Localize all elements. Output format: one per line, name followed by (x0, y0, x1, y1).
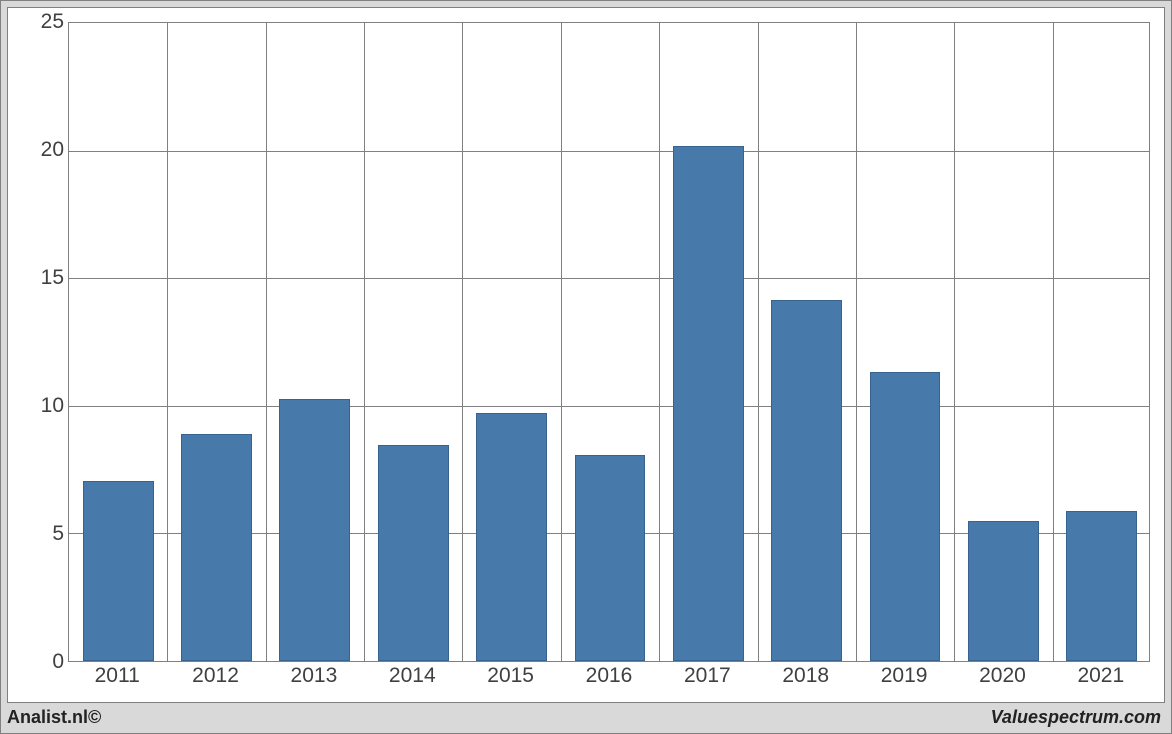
bar (1066, 511, 1137, 661)
gridline-v (266, 23, 267, 661)
gridline-v (364, 23, 365, 661)
x-axis-label: 2021 (1077, 664, 1124, 688)
gridline-v (561, 23, 562, 661)
x-axis-label: 2019 (881, 664, 928, 688)
gridline-h (69, 406, 1149, 407)
y-axis-label: 0 (16, 650, 64, 674)
bar (279, 399, 350, 661)
bar (673, 146, 744, 661)
chart-container: 0 5 10 15 20 25 2011 2012 2013 2014 2015 2016 2017 20… (0, 0, 1172, 734)
x-axis-label: 2013 (291, 664, 338, 688)
x-axis-label: 2011 (95, 664, 140, 688)
gridline-v (167, 23, 168, 661)
bar (476, 413, 547, 661)
gridline-h (69, 151, 1149, 152)
chart-frame: 0 5 10 15 20 25 2011 2012 2013 2014 2015 2016 2017 20… (7, 7, 1165, 703)
x-axis-label: 2015 (487, 664, 534, 688)
gridline-v (659, 23, 660, 661)
y-axis-label: 15 (16, 266, 64, 290)
bar (870, 372, 941, 661)
bar (771, 300, 842, 661)
bar (83, 481, 154, 661)
gridline-v (954, 23, 955, 661)
x-axis-label: 2018 (782, 664, 829, 688)
gridline-v (1053, 23, 1054, 661)
bar (378, 445, 449, 661)
x-axis-label: 2017 (684, 664, 731, 688)
y-axis-label: 20 (16, 138, 64, 162)
gridline-v (856, 23, 857, 661)
y-axis-label: 5 (16, 522, 64, 546)
bar (181, 434, 252, 661)
footer-left-credit: Analist.nl© (7, 707, 101, 728)
plot-area (68, 22, 1150, 662)
gridline-v (462, 23, 463, 661)
x-axis-label: 2016 (586, 664, 633, 688)
bar (575, 455, 646, 661)
bar (968, 521, 1039, 661)
x-axis-label: 2020 (979, 664, 1026, 688)
y-axis-label: 10 (16, 394, 64, 418)
gridline-h (69, 278, 1149, 279)
y-axis-label: 25 (16, 10, 64, 34)
x-axis-label: 2012 (192, 664, 239, 688)
gridline-v (758, 23, 759, 661)
footer-right-credit: Valuespectrum.com (991, 707, 1161, 728)
x-axis-label: 2014 (389, 664, 436, 688)
